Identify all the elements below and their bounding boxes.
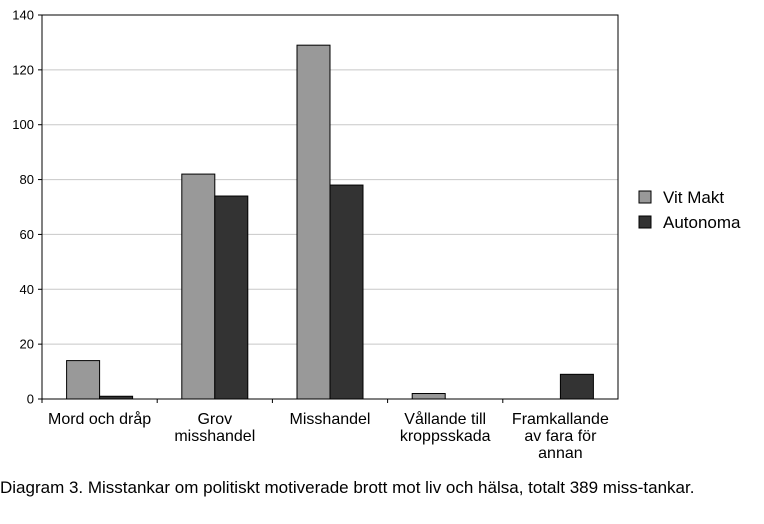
bar-autonoma [329,184,364,400]
y-axis-ticks: 0 20 40 60 80 100 120 140 [12,8,42,407]
figure-caption: Diagram 3. Misstankar om politiskt motiv… [0,478,695,497]
x-category-label: Mord och dråp [48,410,151,428]
x-category-label: Vållande till [404,410,486,428]
plot-frame [41,14,619,400]
bar-vit-makt [411,393,446,400]
bar-chart: 0 20 40 60 80 100 120 140 Mord och dråp Grovmiss… [12,8,741,463]
legend-label: Autonoma [663,213,741,232]
legend-swatch [638,190,652,204]
y-tick-label: 60 [20,227,34,242]
bar-vit-makt [296,44,331,400]
bar-autonoma [214,195,249,400]
bar-vit-makt [181,173,216,400]
y-tick-label: 120 [12,62,34,77]
y-tick-label: 20 [20,337,34,352]
x-category-label: Grov [197,411,232,428]
x-category-label: misshandel [174,428,255,445]
x-category-label: Framkallande [512,411,609,428]
y-tick-label: 40 [20,282,34,297]
legend-label: Vit Makt [663,188,724,207]
y-tick-label: 0 [27,392,34,407]
bars [66,44,594,400]
x-category-label: kroppsskada [400,428,491,445]
y-tick-label: 100 [12,117,34,132]
legend-swatch [638,215,652,229]
x-category-label: annan [538,445,583,462]
x-category-label: av fara för [524,428,597,445]
x-category-label: Misshandel [290,411,371,428]
bar-vit-makt [66,360,101,400]
bar-autonoma [559,373,594,400]
y-tick-label: 140 [12,8,34,23]
legend: Vit Makt Autonoma [638,188,741,232]
y-tick-label: 80 [20,172,34,187]
